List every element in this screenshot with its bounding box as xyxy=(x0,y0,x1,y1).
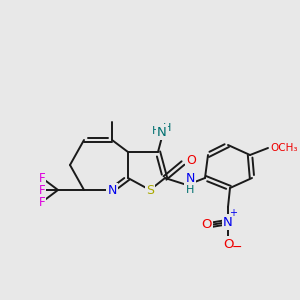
Text: N: N xyxy=(185,172,195,184)
Text: S: S xyxy=(146,184,154,196)
Text: +: + xyxy=(229,208,237,218)
Text: H: H xyxy=(152,126,160,136)
Text: −: − xyxy=(232,241,242,254)
Text: OCH₃: OCH₃ xyxy=(270,143,298,153)
Text: F: F xyxy=(39,172,45,184)
Text: N: N xyxy=(107,184,117,196)
Text: H: H xyxy=(186,185,194,195)
Text: F: F xyxy=(39,196,45,208)
Text: N: N xyxy=(223,215,233,229)
Text: H: H xyxy=(163,123,171,133)
Text: N: N xyxy=(157,125,167,139)
Text: O: O xyxy=(223,238,233,250)
Text: F: F xyxy=(39,184,45,196)
Text: O: O xyxy=(186,154,196,166)
Text: O: O xyxy=(202,218,212,232)
